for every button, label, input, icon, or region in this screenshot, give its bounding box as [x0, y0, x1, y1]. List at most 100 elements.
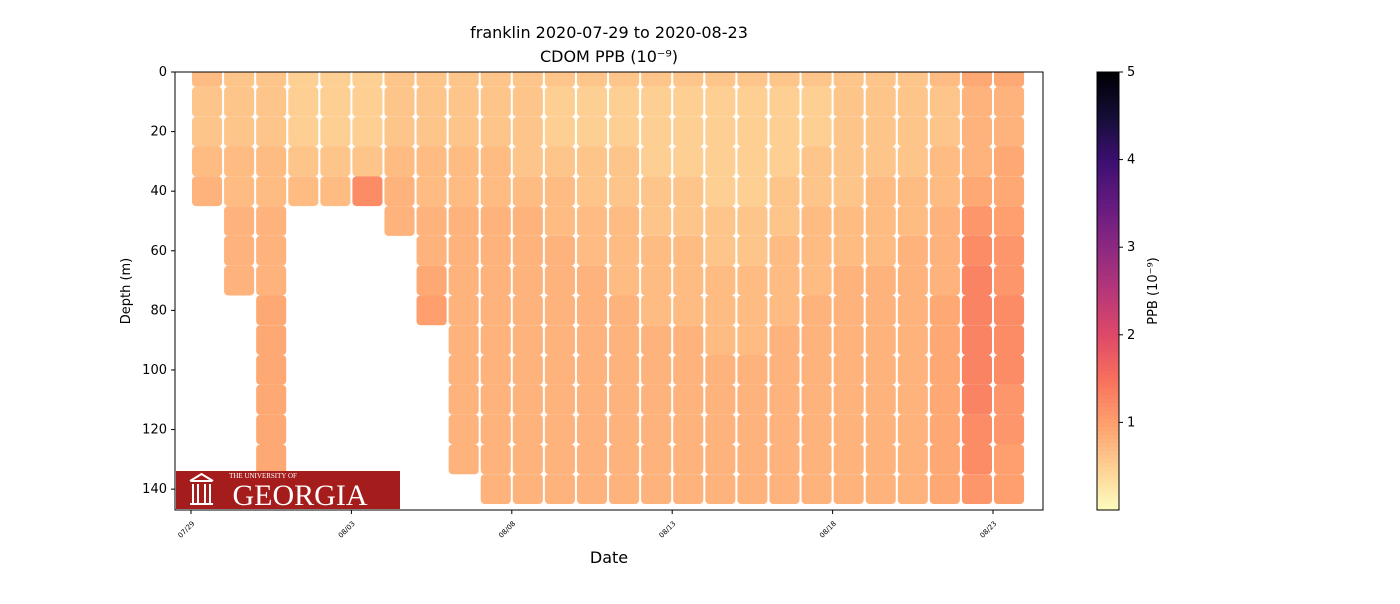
- data-cell: [769, 86, 800, 117]
- colorbar-swatch: [1097, 259, 1119, 264]
- y-tick-label: 80: [150, 303, 167, 318]
- data-cell: [801, 206, 832, 236]
- data-cell: [673, 325, 704, 356]
- data-cell: [897, 235, 928, 266]
- data-cell: [609, 86, 640, 117]
- colorbar-swatch: [1097, 195, 1119, 201]
- data-cell: [544, 146, 575, 177]
- data-cell: [416, 72, 447, 87]
- data-cell: [737, 176, 768, 207]
- data-cell: [897, 116, 928, 147]
- data-cell: [224, 235, 255, 266]
- colorbar-swatch: [1097, 450, 1119, 455]
- colorbar-swatch: [1097, 362, 1119, 368]
- data-cell: [609, 116, 640, 147]
- colorbar-swatch: [1097, 127, 1119, 133]
- colorbar-swatch: [1097, 179, 1119, 185]
- data-cell: [609, 325, 640, 356]
- data-cell: [416, 235, 447, 266]
- data-cell: [384, 176, 415, 207]
- data-cell: [480, 384, 511, 415]
- data-cell: [994, 235, 1025, 266]
- colorbar-swatch: [1097, 470, 1119, 475]
- data-cell: [705, 72, 736, 87]
- data-cell: [641, 355, 672, 385]
- data-cell: [833, 72, 864, 87]
- data-cell: [705, 444, 736, 475]
- data-cell: [576, 444, 608, 475]
- data-cell: [448, 146, 479, 177]
- data-cell: [641, 146, 672, 177]
- colorbar-swatch: [1097, 275, 1119, 280]
- colorbar-swatch: [1097, 263, 1119, 268]
- data-cell: [833, 444, 864, 475]
- data-cell: [769, 325, 800, 356]
- colorbar-swatch: [1097, 239, 1119, 244]
- data-cell: [256, 414, 287, 445]
- data-cell: [833, 295, 864, 326]
- colorbar-tick-label: 3: [1127, 240, 1135, 255]
- colorbar-swatch: [1097, 406, 1119, 412]
- data-cell: [833, 176, 864, 207]
- colorbar-swatch: [1097, 410, 1119, 416]
- data-cell: [737, 355, 768, 385]
- colorbar-swatch: [1097, 255, 1119, 260]
- data-cell: [256, 116, 287, 147]
- colorbar-swatch: [1097, 167, 1119, 173]
- data-cell: [994, 86, 1025, 117]
- y-tick-label: 20: [150, 125, 167, 140]
- data-cell: [961, 474, 992, 505]
- data-cell: [897, 355, 928, 385]
- data-cell: [961, 414, 992, 445]
- data-cell: [512, 355, 543, 385]
- data-cell: [897, 146, 928, 177]
- data-cell: [576, 235, 608, 266]
- data-cell: [320, 176, 351, 207]
- data-cell: [705, 206, 736, 236]
- data-cell: [865, 414, 896, 445]
- data-cell: [641, 295, 672, 326]
- y-axis-label: Depth (m): [119, 258, 134, 325]
- data-cell: [480, 206, 511, 236]
- data-cell: [737, 72, 768, 87]
- data-cell: [641, 176, 672, 207]
- data-cell: [673, 116, 704, 147]
- data-cell: [705, 414, 736, 445]
- data-cell: [801, 444, 832, 475]
- data-cell: [897, 206, 928, 236]
- data-cell: [833, 414, 864, 445]
- data-cell: [897, 414, 928, 445]
- colorbar-swatch: [1097, 279, 1119, 284]
- data-cell: [897, 325, 928, 356]
- colorbar-swatch: [1097, 131, 1119, 137]
- data-cell: [320, 86, 351, 117]
- colorbar-swatch: [1097, 91, 1119, 97]
- data-cell: [865, 444, 896, 475]
- colorbar-swatch: [1097, 354, 1119, 360]
- data-cell: [448, 86, 479, 117]
- colorbar-swatch: [1097, 187, 1119, 193]
- data-cell: [256, 206, 287, 236]
- data-cell: [737, 206, 768, 236]
- data-cell: [256, 355, 287, 385]
- colorbar-swatch: [1097, 298, 1119, 304]
- data-cell: [352, 116, 383, 147]
- colorbar-swatch: [1097, 163, 1119, 169]
- data-cell: [865, 86, 896, 117]
- colorbar-swatch: [1097, 394, 1119, 400]
- data-cell: [256, 325, 287, 356]
- data-cell: [512, 384, 543, 415]
- colorbar-swatch: [1097, 143, 1119, 149]
- data-cell: [737, 384, 768, 415]
- data-cell: [512, 72, 543, 87]
- data-cell: [224, 146, 255, 177]
- data-cell: [609, 474, 640, 505]
- data-cell: [961, 116, 992, 147]
- data-cell: [769, 146, 800, 177]
- colorbar-swatch: [1097, 83, 1119, 89]
- data-cell: [641, 86, 672, 117]
- data-cell: [737, 444, 768, 475]
- data-cell: [865, 72, 896, 87]
- colorbar-swatch: [1097, 326, 1119, 332]
- data-cell: [576, 72, 608, 87]
